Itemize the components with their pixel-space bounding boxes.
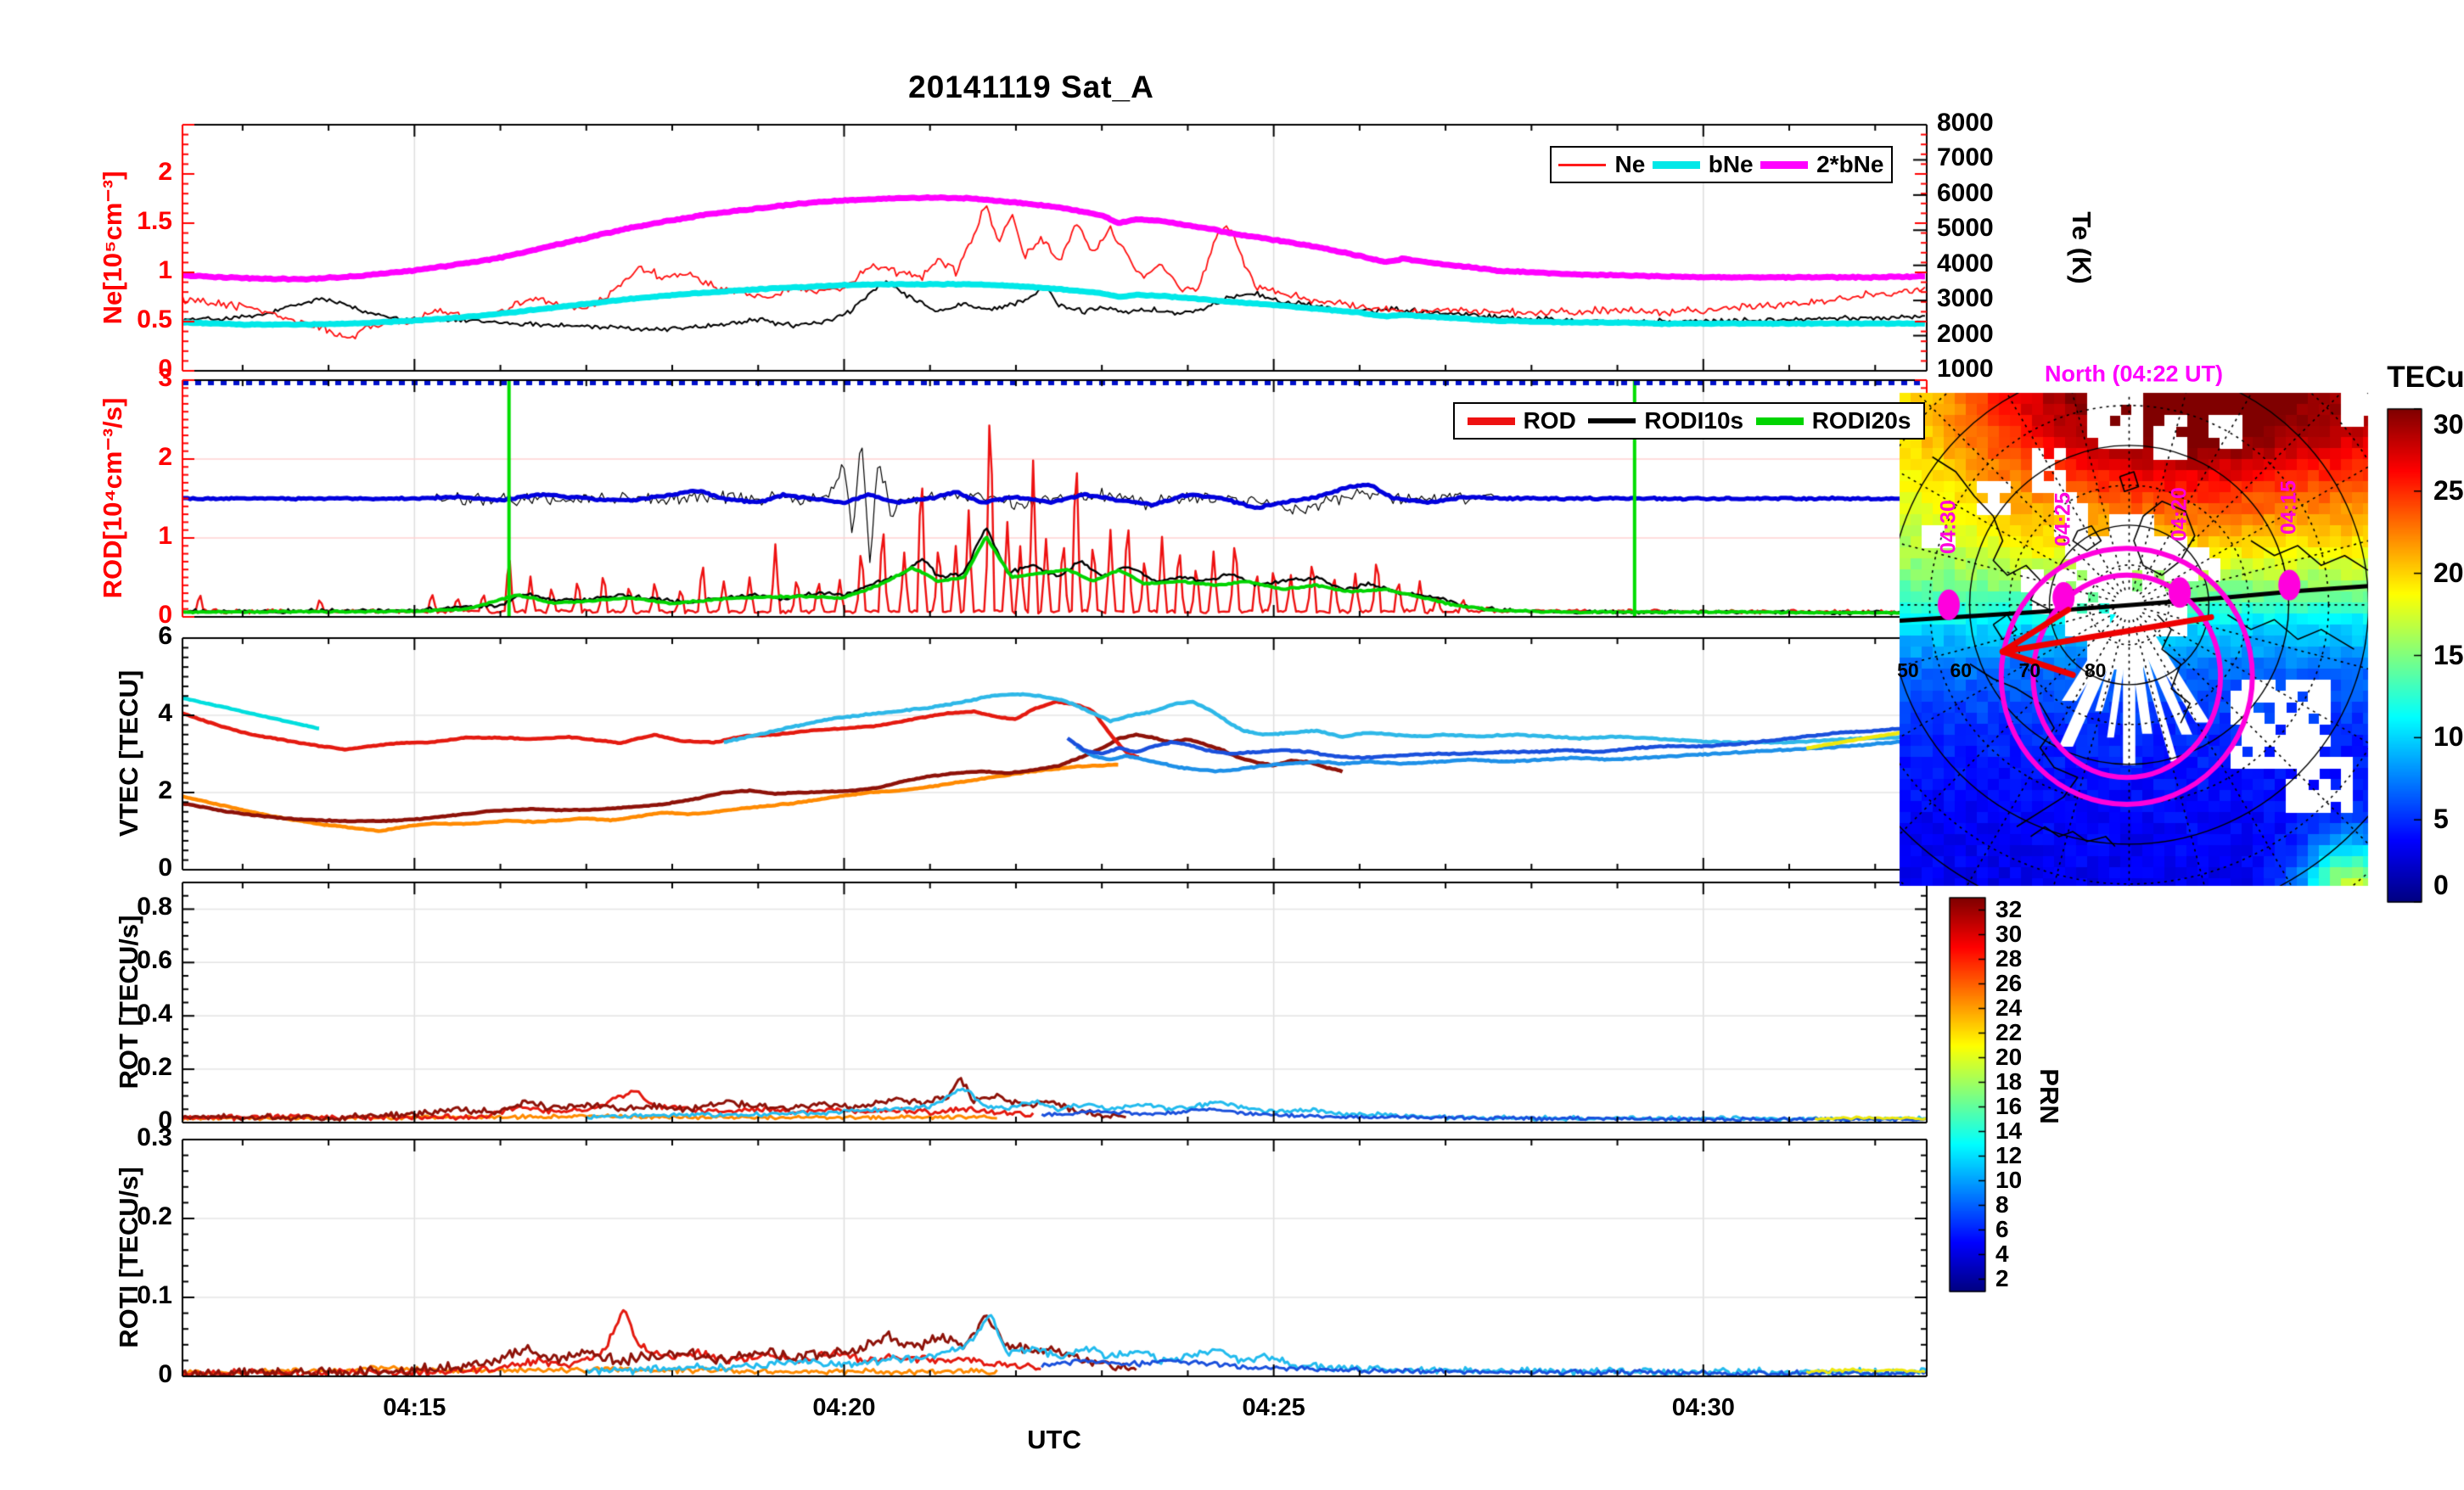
- prn-colorbar-label: PRN: [2035, 1068, 2064, 1124]
- legend-item-2*bNe: 2*bNe: [1760, 151, 1883, 178]
- legend-item-bNe: bNe: [1652, 151, 1754, 178]
- legend-item-ROD: ROD: [1467, 407, 1576, 434]
- ytick-vtec-2: 2: [158, 776, 172, 804]
- ytick-ne-1.5: 1.5: [137, 207, 172, 235]
- prn-tick-30: 30: [1995, 920, 2023, 947]
- ylabel-rod: ROD[10⁴cm⁻³/s]: [98, 397, 127, 599]
- ytick-roti-0.1: 0.1: [137, 1281, 172, 1309]
- legend-line-sample: [1760, 160, 1809, 169]
- prn-tick-18: 18: [1995, 1067, 2023, 1095]
- map-track-time-04:20: 04:20: [2167, 487, 2192, 542]
- map-lat-label-60: 60: [1950, 659, 1973, 682]
- xtick-04:25: 04:25: [1242, 1394, 1305, 1421]
- ytick-rod-1: 1: [158, 522, 172, 550]
- ytick-rot-0: 0: [158, 1106, 172, 1134]
- ytick-ne-2: 2: [158, 158, 172, 186]
- figure-title: 20141119 Sat_A: [908, 70, 1154, 104]
- ytick-rot-0.2: 0.2: [137, 1053, 172, 1082]
- ylabel-vtec: VTEC [TECU]: [114, 669, 143, 837]
- legend-item-Ne: Ne: [1558, 151, 1645, 178]
- ytick-rot-0.8: 0.8: [137, 893, 172, 921]
- ytick-rod-2: 2: [158, 443, 172, 471]
- ytick-ne-1: 1: [158, 256, 172, 284]
- xtick-04:20: 04:20: [812, 1394, 876, 1421]
- legend-label: 2*bNe: [1816, 151, 1884, 177]
- prn-tick-26: 26: [1995, 969, 2023, 996]
- ytick-te-4000: 4000: [1937, 249, 1994, 277]
- legend-ne: Ne bNe 2*bNe: [1550, 146, 1893, 183]
- map-title: North (04:22 UT): [2044, 361, 2224, 387]
- legend-rod: ROD RODI10s RODI20s: [1453, 402, 1925, 440]
- tecu-colorbar-title: TECu: [2387, 361, 2464, 394]
- tecu-tick-0: 0: [2433, 870, 2449, 900]
- xtick-04:15: 04:15: [383, 1394, 446, 1421]
- legend-line-sample: [1588, 418, 1636, 423]
- tecu-tick-25: 25: [2433, 474, 2464, 506]
- ytick-ne-0.5: 0.5: [137, 305, 172, 333]
- prn-tick-20: 20: [1995, 1043, 2023, 1070]
- ytick-rod-3: 3: [158, 364, 172, 392]
- tecu-tick-20: 20: [2433, 557, 2464, 588]
- ytick-roti-0.2: 0.2: [137, 1202, 172, 1230]
- ylabel-ne: Ne[10⁵cm⁻³]: [98, 171, 127, 325]
- legend-label: RODI20s: [1811, 407, 1911, 434]
- ytick-te-5000: 5000: [1937, 214, 1994, 243]
- map-track-time-04:15: 04:15: [2276, 479, 2301, 535]
- ylabel-te: Te (K): [2067, 211, 2096, 284]
- ytick-rod-0: 0: [158, 601, 172, 629]
- prn-tick-28: 28: [1995, 944, 2023, 972]
- ytick-rot-0.6: 0.6: [137, 946, 172, 975]
- prn-tick-24: 24: [1995, 994, 2023, 1021]
- legend-label: Ne: [1614, 151, 1646, 177]
- ytick-te-6000: 6000: [1937, 178, 1994, 207]
- prn-tick-16: 16: [1995, 1092, 2023, 1119]
- legend-line-sample: [1467, 417, 1515, 425]
- prn-tick-22: 22: [1995, 1018, 2023, 1045]
- legend-item-RODI10s: RODI10s: [1588, 407, 1743, 434]
- map-lat-label-50: 50: [1897, 659, 1919, 682]
- prn-tick-4: 4: [1995, 1240, 2009, 1267]
- legend-label: RODI10s: [1644, 407, 1744, 434]
- map-track-time-04:30: 04:30: [1936, 499, 1961, 554]
- legend-line-sample: [1558, 163, 1607, 166]
- ytick-vtec-4: 4: [158, 699, 172, 727]
- xlabel-utc: UTC: [1027, 1425, 1081, 1454]
- ytick-ne-0: 0: [158, 355, 172, 383]
- xtick-04:30: 04:30: [1671, 1394, 1735, 1421]
- prn-tick-10: 10: [1995, 1166, 2023, 1193]
- legend-line-sample: [1652, 160, 1700, 169]
- ytick-vtec-6: 6: [158, 622, 172, 650]
- map-track-time-04:25: 04:25: [2051, 492, 2075, 547]
- prn-tick-32: 32: [1995, 895, 2023, 922]
- ytick-roti-0: 0: [158, 1360, 172, 1388]
- map-lat-label-80: 80: [2084, 659, 2107, 682]
- tecu-tick-10: 10: [2433, 721, 2464, 753]
- map-lat-label-70: 70: [2018, 659, 2041, 682]
- prn-tick-12: 12: [1995, 1141, 2023, 1168]
- legend-line-sample: [1755, 417, 1804, 425]
- ytick-te-8000: 8000: [1937, 109, 1994, 137]
- ytick-te-2000: 2000: [1937, 319, 1994, 348]
- legend-item-RODI20s: RODI20s: [1755, 407, 1911, 434]
- prn-tick-14: 14: [1995, 1117, 2023, 1144]
- tecu-tick-30: 30: [2433, 409, 2464, 440]
- tecu-tick-15: 15: [2433, 639, 2464, 670]
- prn-tick-6: 6: [1995, 1215, 2009, 1242]
- ytick-rot-0.4: 0.4: [137, 1000, 172, 1028]
- ytick-roti-0.3: 0.3: [137, 1123, 172, 1151]
- ytick-te-7000: 7000: [1937, 143, 1994, 172]
- legend-label: ROD: [1523, 407, 1576, 434]
- ytick-te-1000: 1000: [1937, 355, 1994, 383]
- prn-tick-2: 2: [1995, 1264, 2009, 1291]
- legend-label: bNe: [1708, 151, 1754, 177]
- ytick-vtec-0: 0: [158, 854, 172, 882]
- tecu-tick-5: 5: [2433, 804, 2449, 835]
- ylabel-roti: ROTI [TECU/s]: [114, 1167, 143, 1348]
- prn-tick-8: 8: [1995, 1190, 2009, 1218]
- ytick-te-3000: 3000: [1937, 284, 1994, 313]
